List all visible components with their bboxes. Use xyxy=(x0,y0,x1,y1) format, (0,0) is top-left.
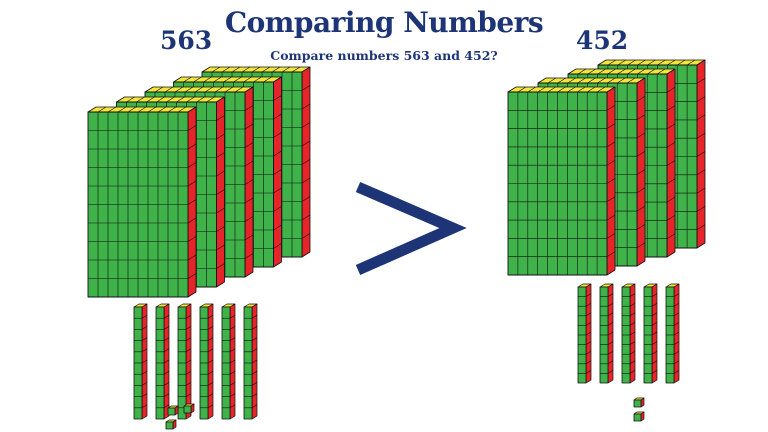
ten-rod xyxy=(643,283,658,384)
ten-rod xyxy=(577,283,592,384)
right-hundreds-flats xyxy=(507,59,706,276)
greater-than-symbol xyxy=(355,181,467,276)
left-hundreds-flats xyxy=(87,66,311,298)
ten-rod xyxy=(133,303,148,420)
left-tens-rods xyxy=(133,303,258,420)
ten-rod xyxy=(243,303,258,420)
ten-rod xyxy=(665,283,680,384)
ten-rod xyxy=(155,303,170,420)
ten-rod xyxy=(621,283,636,384)
right-tens-rods xyxy=(577,283,680,384)
right-number-label: 452 xyxy=(576,26,629,55)
one-cube xyxy=(633,411,645,422)
one-cube xyxy=(167,405,179,416)
hundred-flat xyxy=(87,106,197,298)
one-cube xyxy=(633,397,645,408)
one-cube xyxy=(183,403,195,414)
hundred-flat xyxy=(507,86,616,276)
one-cube xyxy=(165,419,177,430)
ten-rod xyxy=(199,303,214,420)
ten-rod xyxy=(221,303,236,420)
left-ones-cubes xyxy=(165,403,195,430)
left-number-label: 563 xyxy=(160,26,213,55)
ten-rod xyxy=(177,303,192,420)
right-ones-cubes xyxy=(633,397,645,422)
ten-rod xyxy=(599,283,614,384)
page-title: Comparing Numbers xyxy=(224,6,544,39)
question-subtitle: Compare numbers 563 and 452? xyxy=(270,48,498,63)
